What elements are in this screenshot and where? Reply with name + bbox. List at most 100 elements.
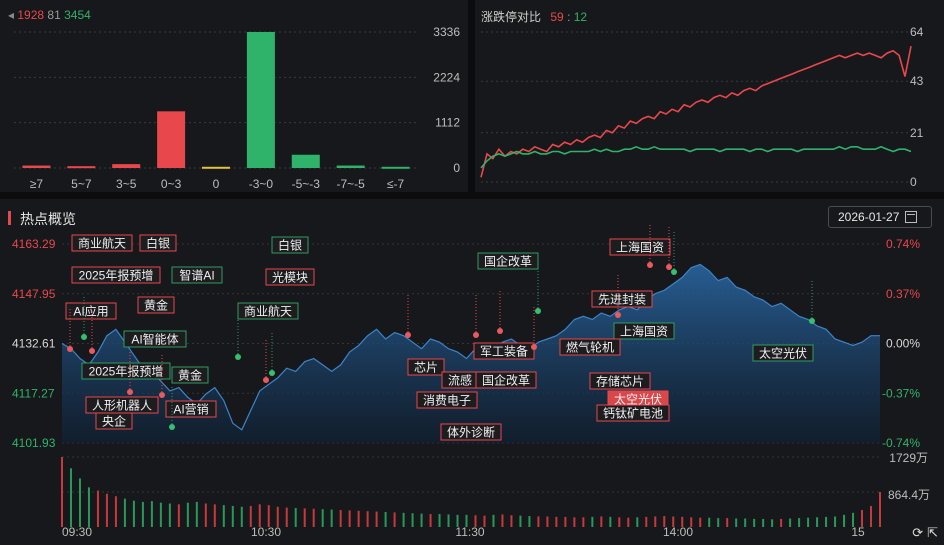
volume-bar — [61, 457, 63, 527]
y-pct-tick-label: -0.37% — [882, 386, 920, 400]
y-pct-tick-label: 0.74% — [886, 237, 920, 251]
y-pct-tick-label: -0.74% — [882, 436, 920, 450]
volume-bar — [186, 502, 189, 527]
volume-bar — [861, 509, 864, 527]
volume-bar — [654, 516, 657, 527]
event-marker — [169, 424, 175, 430]
hot-tag-box — [591, 290, 653, 308]
volume-bar — [87, 487, 90, 527]
volume-bar — [114, 496, 117, 527]
volume-bar — [780, 518, 783, 527]
hot-tag-label: 2025年报预增 — [79, 268, 154, 283]
index-intraday-chart: 4163.29 0.74% 4147.95 0.37% 4132.61 0.00% 4117… — [12, 225, 930, 539]
hot-tag-label: 人形机器人 — [92, 399, 152, 413]
hot-tag-box — [71, 234, 133, 252]
hot-tag-box — [473, 342, 535, 360]
hot-tag-label: 黄金 — [144, 298, 168, 313]
event-marker — [405, 332, 411, 338]
event-marker — [497, 328, 503, 334]
hot-tag-label: 商业航天 — [244, 304, 292, 319]
bar — [291, 154, 320, 168]
volume-bar — [249, 505, 252, 527]
hot-tag-box — [265, 268, 315, 286]
y-tick-label: 2224 — [433, 70, 460, 84]
y-tick-label: 4101.93 — [12, 436, 56, 450]
volume-bar — [510, 515, 513, 527]
volume-bar — [303, 508, 306, 527]
volume-bar — [744, 518, 747, 527]
volume-bar — [384, 512, 387, 527]
volume-bar — [150, 501, 153, 527]
volume-bar — [699, 517, 702, 527]
volume-bar — [618, 517, 621, 527]
bar — [22, 165, 51, 168]
event-marker — [269, 370, 275, 376]
bar — [67, 166, 96, 169]
hot-tag-label: 央企 — [102, 414, 126, 429]
volume-bar — [636, 517, 639, 527]
event-marker — [473, 332, 479, 338]
y-tick-label: 1112 — [435, 116, 460, 130]
ratio-separator: : — [567, 10, 571, 24]
up-total: 1928 — [17, 8, 45, 22]
volume-bar — [357, 510, 360, 527]
y-tick-label: 4163.29 — [12, 237, 56, 251]
volume-bar — [69, 468, 72, 527]
flat-total: 81 — [47, 8, 61, 22]
volume-bar — [771, 519, 774, 527]
volume-bar — [825, 516, 828, 527]
volume-bar — [843, 514, 846, 527]
volume-bar — [474, 515, 477, 527]
volume-bar — [438, 514, 441, 527]
title-accent — [8, 211, 11, 225]
expand-icon[interactable]: ⇱ — [927, 525, 938, 540]
hot-tag-label: 太空光伏 — [759, 346, 807, 361]
hot-tag-label: 白银 — [278, 238, 302, 253]
limit-ratio-panel: 涨跌停对比 59 : 12 64 43 21 0 — [475, 0, 944, 192]
event-marker — [531, 344, 537, 350]
hot-tag-box — [596, 404, 670, 422]
rotate-icon[interactable]: ⟳ — [912, 525, 924, 540]
y-pct-tick-label: 0.00% — [886, 337, 920, 351]
hot-tag-label: AI应用 — [73, 304, 108, 319]
hot-tag-label: 消费电子 — [423, 394, 471, 408]
volume-bar — [717, 518, 720, 527]
hot-tag-box — [237, 302, 299, 320]
volume-bar — [627, 517, 630, 527]
date-picker[interactable]: 2026-01-27 — [828, 206, 932, 228]
x-tick-label: -3~0 — [249, 177, 274, 191]
volume-bar — [294, 507, 297, 527]
event-marker — [67, 346, 73, 352]
y-tick-label: 3336 — [433, 25, 460, 39]
corner-controls: ⟳ ⇱ — [912, 525, 938, 541]
date-value: 2026-01-27 — [838, 210, 900, 224]
event-marker — [535, 308, 541, 314]
limit-down-series-line — [480, 145, 912, 169]
volume-bar — [465, 514, 468, 527]
volume-bar — [213, 504, 216, 527]
hot-tag-box — [271, 236, 309, 254]
volume-bar — [240, 506, 243, 527]
y-pct-tick-label: 0.37% — [886, 287, 920, 301]
hot-tag-label: AI智能体 — [131, 332, 178, 347]
volume-bar — [312, 508, 315, 527]
x-tick-label: 14:00 — [663, 525, 693, 539]
volume-bar — [276, 506, 279, 527]
up-limit-count: 59 — [550, 10, 564, 24]
hot-tag-box — [752, 344, 814, 362]
hot-tag-label: 芯片 — [414, 361, 438, 375]
y-tick-label: 0 — [910, 175, 917, 189]
volume-bar — [681, 516, 684, 527]
hot-tag-box — [589, 372, 651, 390]
hot-overview-panel: 热点概览 2026-01-27 4163.29 0.74% 4147.95 0.37%… — [0, 199, 944, 545]
x-tick-label: 11:30 — [455, 525, 484, 539]
ratio-label: 涨跌停对比 — [481, 10, 542, 24]
hot-tag-box — [477, 252, 539, 270]
x-tick-label: -7~-5 — [336, 177, 365, 191]
hot-tag-box — [139, 234, 177, 252]
calendar-icon[interactable] — [905, 211, 918, 223]
bar — [336, 165, 365, 168]
volume-bar — [411, 513, 414, 527]
hot-tag-label: 先进封装 — [598, 293, 646, 307]
hot-tag-label: 2025年报预增 — [89, 364, 164, 379]
